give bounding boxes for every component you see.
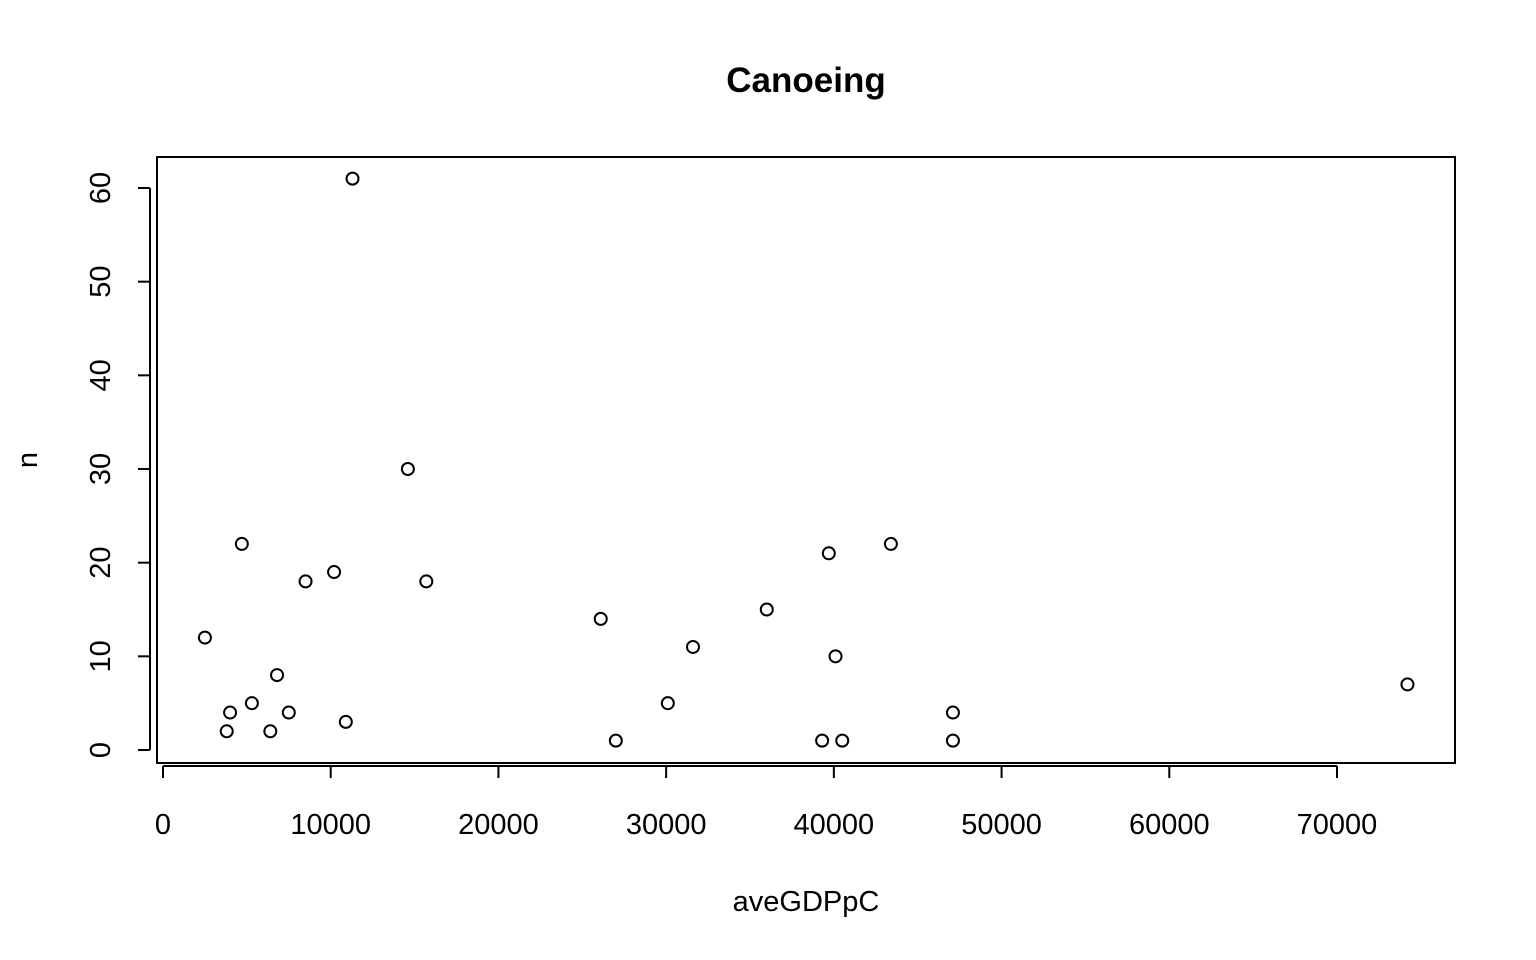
x-tick-label: 70000 — [1297, 809, 1378, 841]
data-point — [815, 733, 830, 748]
y-tick-label: 30 — [85, 453, 117, 485]
chart-title: Canoeing — [726, 61, 885, 100]
plot-area-frame — [156, 156, 1456, 764]
data-point — [945, 733, 960, 748]
data-point — [338, 714, 353, 729]
data-point — [821, 546, 836, 561]
data-point — [883, 536, 898, 551]
data-point — [608, 733, 623, 748]
x-axis-label: aveGDPpC — [733, 886, 880, 918]
data-point — [244, 696, 259, 711]
data-point — [593, 611, 608, 626]
data-point — [835, 733, 850, 748]
x-axis: 0 10000 20000 30000 40000 50000 60000 70000 — [155, 765, 1378, 841]
data-point — [419, 574, 434, 589]
x-tick-label: 40000 — [794, 809, 875, 841]
data-point — [759, 602, 774, 617]
y-tick-label: 60 — [85, 172, 117, 204]
data-point — [660, 696, 675, 711]
x-tick-label: 50000 — [961, 809, 1042, 841]
x-tick-label: 0 — [155, 809, 171, 841]
data-point — [234, 536, 249, 551]
data-point — [197, 630, 212, 645]
data-point — [1400, 677, 1415, 692]
data-point — [263, 724, 278, 739]
data-points — [197, 171, 1415, 748]
x-tick-label: 30000 — [626, 809, 707, 841]
data-point — [945, 705, 960, 720]
data-point — [400, 462, 415, 476]
y-tick-label: 40 — [85, 359, 117, 391]
y-tick-label: 10 — [85, 640, 117, 672]
x-tick-label: 20000 — [458, 809, 539, 841]
y-tick-label: 20 — [85, 547, 117, 579]
data-point — [298, 574, 313, 589]
data-point — [327, 565, 342, 580]
data-point — [345, 171, 360, 186]
data-point — [219, 724, 234, 739]
data-point — [270, 668, 285, 683]
y-axis-label: n — [12, 452, 44, 468]
data-point — [281, 705, 296, 720]
data-point — [828, 649, 843, 664]
y-tick-label: 50 — [85, 266, 117, 298]
data-point — [223, 705, 238, 720]
data-point — [685, 639, 700, 654]
x-tick-label: 10000 — [290, 809, 371, 841]
y-tick-label: 0 — [85, 742, 117, 758]
y-axis: 0 10 20 30 40 50 60 — [85, 172, 151, 758]
x-tick-label: 60000 — [1129, 809, 1210, 841]
